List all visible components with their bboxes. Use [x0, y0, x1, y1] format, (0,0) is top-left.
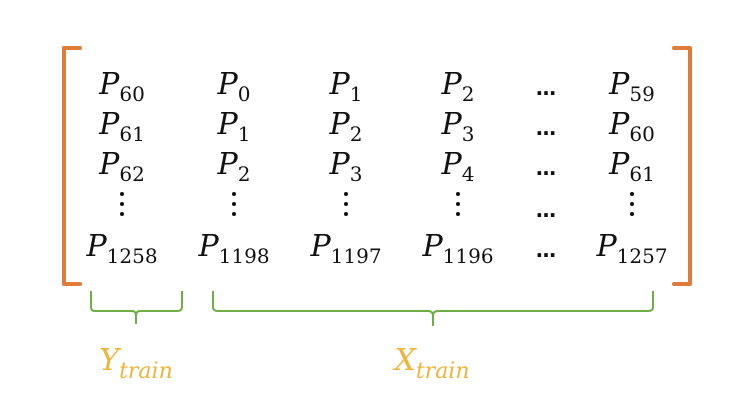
matrix-cell-r4-c5: P1257 — [596, 229, 668, 268]
matrix-cell-r2-c0: P62 — [99, 147, 145, 186]
matrix-cell-r3-c5 — [630, 192, 634, 218]
matrix-cell-r1-c3: P3 — [441, 107, 475, 146]
matrix-cell-r2-c3: P4 — [441, 147, 475, 186]
matrix-cell-r4-c4: … — [536, 238, 556, 262]
matrix-cell-r0-c3: P2 — [441, 67, 475, 106]
matrix-cell-r0-c0: P60 — [99, 67, 145, 106]
y-train-label: Ytrain — [99, 343, 173, 384]
matrix-cell-r4-c3: P1196 — [422, 229, 494, 268]
matrix-cell-r2-c5: P61 — [609, 147, 655, 186]
x-train-brace — [212, 291, 654, 326]
matrix-cell-r4-c0: P1258 — [86, 229, 158, 268]
x-train-label: Xtrain — [394, 343, 470, 384]
matrix-cell-r0-c1: P0 — [217, 67, 251, 106]
matrix-cell-r3-c0 — [120, 192, 124, 218]
matrix-cell-r4-c1: P1198 — [198, 229, 270, 268]
matrix-cell-r1-c1: P1 — [217, 107, 251, 146]
matrix-cell-r3-c3 — [456, 192, 460, 218]
matrix-cell-r2-c4: … — [536, 156, 556, 180]
matrix-cell-r3-c4: … — [536, 198, 556, 222]
matrix-cell-r1-c0: P61 — [99, 107, 145, 146]
y-train-brace — [90, 291, 183, 324]
right-bracket — [672, 46, 692, 286]
matrix-cell-r3-c2 — [344, 192, 348, 218]
matrix-cell-r1-c2: P2 — [329, 107, 363, 146]
matrix-cell-r4-c2: P1197 — [310, 229, 382, 268]
matrix-cell-r1-c4: … — [536, 116, 556, 140]
matrix-cell-r0-c4: … — [536, 76, 556, 100]
matrix-cell-r2-c2: P3 — [329, 147, 363, 186]
matrix-cell-r3-c1 — [232, 192, 236, 218]
matrix-cell-r2-c1: P2 — [217, 147, 251, 186]
matrix-cell-r0-c5: P59 — [609, 67, 655, 106]
left-bracket — [62, 46, 82, 286]
matrix-cell-r1-c5: P60 — [609, 107, 655, 146]
matrix-cell-r0-c2: P1 — [329, 67, 363, 106]
